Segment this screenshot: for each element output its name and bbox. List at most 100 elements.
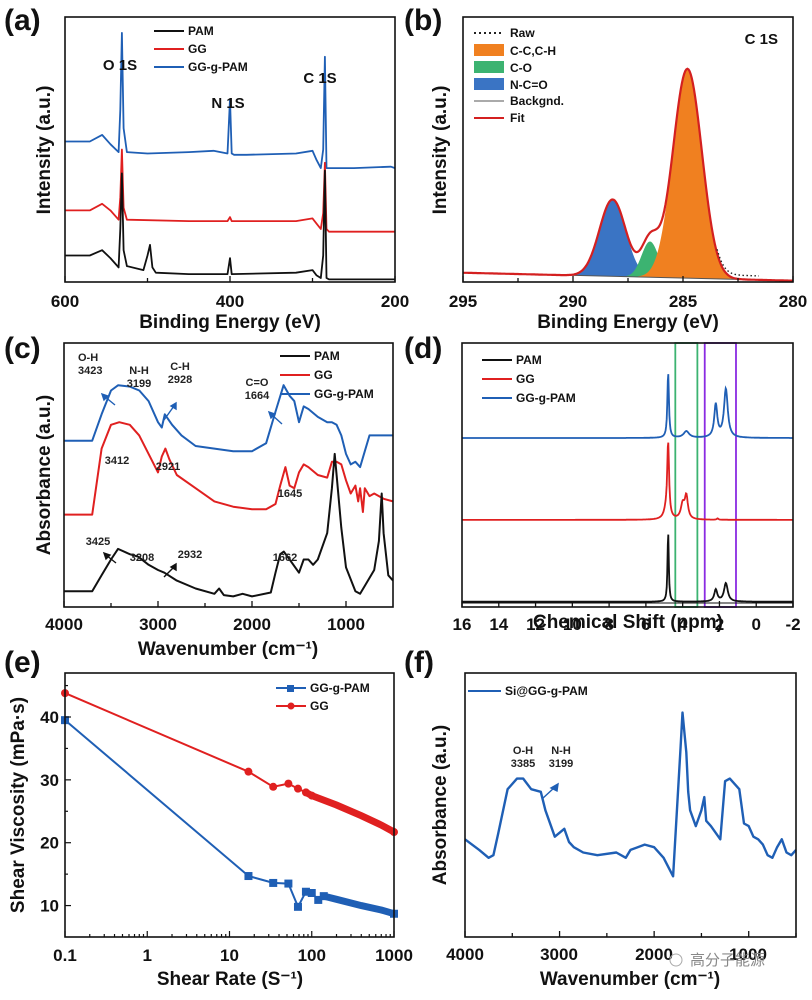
annotation-value: 2928 — [168, 374, 192, 386]
x-tick-label: 14 — [489, 615, 508, 634]
x-tick-label: 16 — [453, 615, 472, 634]
y-axis-title: Intensity (a.u.) — [34, 86, 55, 215]
x-tick-label: 4 — [678, 615, 688, 634]
annotation-label: C-H — [170, 361, 190, 373]
annotation-arrow — [163, 566, 175, 578]
legend-label: Raw — [510, 26, 535, 40]
data-point-marker — [319, 892, 328, 901]
annotation-value: 3199 — [127, 378, 151, 390]
annotation-value: 2921 — [156, 461, 180, 473]
legend: PAM GG GG-g-PAM — [154, 24, 248, 74]
arrow-head-icon — [102, 551, 112, 561]
y-axis-title: Absorbance (a.u.) — [430, 725, 451, 885]
series-line-gg-g-pam — [64, 719, 395, 915]
dense-data-band — [320, 892, 398, 918]
annotation-value: 2932 — [178, 549, 202, 561]
panel-d-nmr: (d) 16 14 12 10 8 6 4 2 0 -2 Chemical Shift (ppm)… — [404, 332, 801, 634]
peak-label-o1s: O 1S — [103, 57, 137, 74]
x-axis-title: Binding Energy (eV) — [139, 312, 321, 333]
x-tick-label: 1000 — [729, 945, 767, 964]
series-line-gg — [65, 148, 395, 233]
data-point-marker — [301, 887, 310, 896]
data-point-marker — [244, 872, 253, 881]
series-line-gg-g-pam — [462, 374, 793, 439]
x-tick-label: 0 — [751, 615, 760, 634]
panel-b-c1s-deconvolution: (b) 295 290 285 280 Binding Energy (eV) … — [404, 4, 807, 333]
legend-label: GG — [310, 699, 329, 713]
arrow-head-icon — [169, 401, 177, 411]
legend-label: GG — [188, 42, 207, 56]
x-tick-label: 3000 — [540, 945, 578, 964]
x-tick-label: 1000 — [327, 615, 365, 634]
panel-label: (a) — [4, 4, 41, 37]
legend: GG-g-PAM GG — [276, 681, 370, 713]
panel-label: (e) — [4, 646, 41, 679]
series-line-pam — [462, 534, 793, 603]
panel-label: (c) — [4, 332, 41, 365]
annotation-label: O-H — [78, 352, 98, 364]
x-tick-label: 400 — [216, 292, 244, 311]
legend-label: PAM — [188, 24, 214, 38]
x-tick-label: 0.1 — [53, 946, 77, 965]
legend-swatch-co — [474, 61, 504, 73]
y-tick-label: 30 — [40, 771, 59, 790]
x-tick-label: 10 — [220, 946, 239, 965]
x-axis-title: Shear Rate (S⁻¹) — [157, 969, 303, 990]
panel-e-shear-viscosity: (e) 0.1 1 10 100 1000 10 20 30 40 Shear Rate (S⁻… — [4, 646, 413, 990]
legend: PAM GG GG-g-PAM — [280, 349, 374, 401]
annotation-value: 3423 — [78, 365, 102, 377]
legend: Si@GG-g-PAM — [468, 684, 588, 698]
highlight-region-box — [674, 342, 699, 608]
peak-label-c1s: C 1S — [303, 70, 336, 87]
y-tick-label: 20 — [40, 834, 59, 853]
annotation-value: 1664 — [245, 390, 270, 402]
x-tick-label: 12 — [526, 615, 545, 634]
y-axis-title: Shear Viscosity (mPa·s) — [8, 697, 29, 913]
legend-label: PAM — [516, 353, 542, 367]
x-axis-title: Wavenumber (cm⁻¹) — [138, 639, 318, 660]
legend-label: N-C=O — [510, 78, 548, 92]
annotation-value: 3208 — [130, 552, 154, 564]
series-line-si-gg-g-pam — [464, 711, 797, 878]
legend: PAM GG GG-g-PAM — [482, 353, 576, 405]
data-point-marker — [284, 879, 293, 888]
arrow-head-icon — [169, 562, 177, 572]
annotation-value: 1645 — [278, 488, 302, 500]
legend-label: PAM — [314, 349, 340, 363]
legend-label: C-C,C-H — [510, 44, 556, 58]
y-tick-label: 10 — [40, 897, 59, 916]
annotation-label: N-H — [551, 745, 571, 757]
plot-frame — [464, 672, 797, 938]
data-point-marker — [269, 782, 278, 791]
x-tick-label: 100 — [298, 946, 326, 965]
data-point-marker — [293, 902, 302, 911]
legend-label: Si@GG-g-PAM — [505, 684, 588, 698]
x-tick-label: 2000 — [233, 615, 271, 634]
x-tick-label: 3000 — [139, 615, 177, 634]
arrow-head-icon — [100, 392, 110, 402]
annotation-value: 3412 — [105, 455, 129, 467]
legend-label: C-O — [510, 61, 532, 75]
legend-label: Fit — [510, 111, 525, 125]
legend-label: GG — [516, 372, 535, 386]
legend-label: GG-g-PAM — [188, 60, 248, 74]
annotation-value: 1662 — [273, 552, 297, 564]
legend-swatch-cc-ch — [474, 44, 504, 56]
series-line-gg — [462, 442, 793, 521]
panel-f-ftir-si: (f) 4000 3000 2000 1000 Wavenumber (cm⁻¹… — [404, 646, 797, 990]
component-peak-n-c-o — [571, 199, 654, 278]
legend-label: Backgnd. — [510, 94, 564, 108]
annotation-value: 3425 — [86, 536, 110, 548]
annotation-value: 3385 — [511, 758, 535, 770]
plot-frame — [461, 342, 794, 608]
data-point-marker — [269, 878, 278, 887]
x-tick-label: 295 — [449, 292, 477, 311]
x-tick-label: 4000 — [446, 945, 484, 964]
legend-marker-circle-icon — [287, 702, 295, 710]
series-line-pam — [64, 452, 394, 598]
panel-label: (d) — [404, 332, 442, 365]
y-tick-label: 40 — [40, 708, 59, 727]
x-tick-label: 200 — [381, 292, 409, 311]
component-peak-c-c-c-h — [637, 68, 737, 280]
